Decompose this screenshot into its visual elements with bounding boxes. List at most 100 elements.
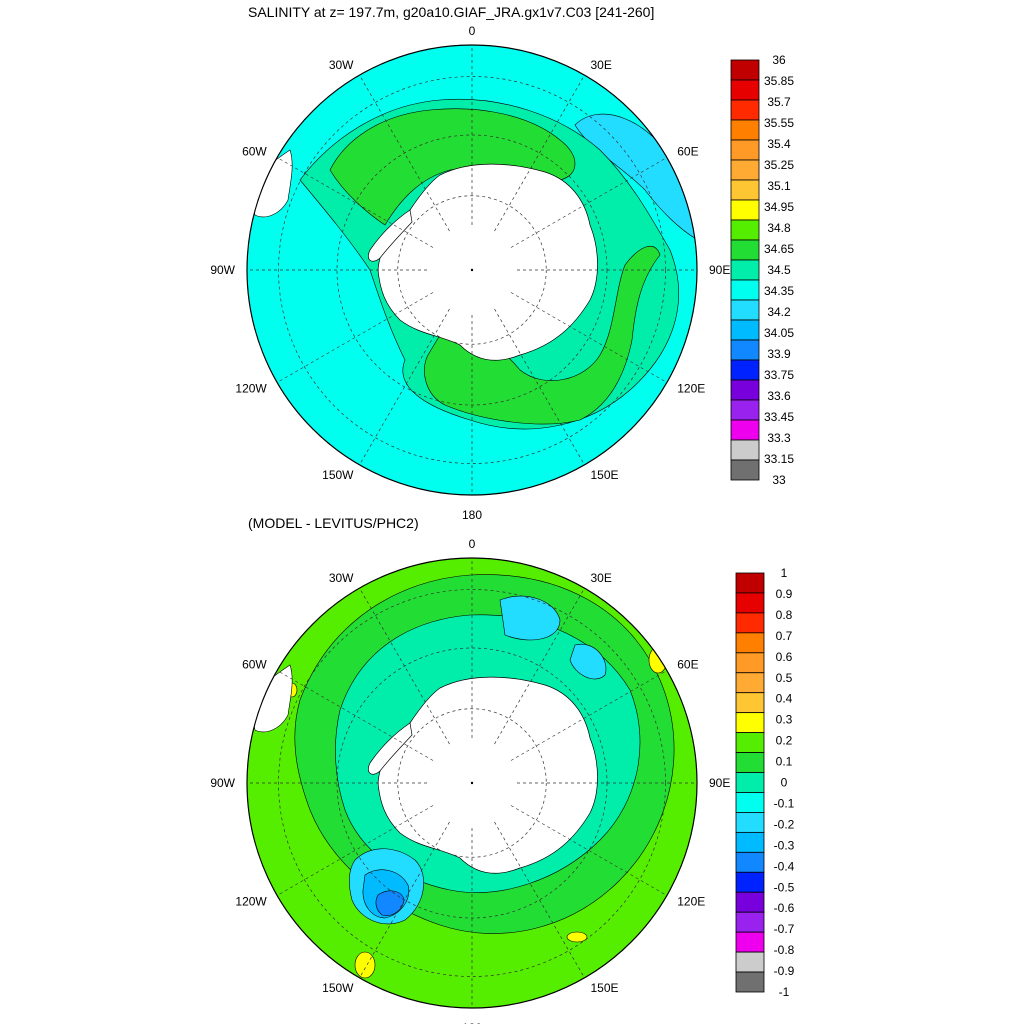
difference-map (247, 558, 697, 1008)
colorbar-tick-label: 0.8 (776, 608, 793, 622)
longitude-label: 0 (469, 24, 476, 38)
longitude-label: 90W (210, 776, 235, 790)
colorbar-tick-label: 33 (772, 473, 786, 487)
difference-ross-anomaly-core (375, 890, 405, 916)
latitude-circle (278, 589, 666, 977)
longitude-label: 150W (322, 981, 354, 995)
colorbar-swatch (730, 99, 760, 121)
longitude-label: 120E (677, 895, 705, 909)
salinity-longitude-labels: 0 30E 60E 90E 120E 150E 180 150W 120W 90W 60W 30W (210, 24, 730, 522)
difference-graticule (247, 558, 697, 1008)
meridian-line (510, 292, 668, 383)
colorbar-swatch (735, 692, 765, 714)
longitude-label: 150E (591, 468, 619, 482)
colorbar-tick-label: 0 (781, 776, 788, 790)
colorbar-swatch (730, 459, 760, 481)
difference-peninsula-land (367, 722, 413, 775)
latitude-circle (397, 195, 547, 345)
colorbar-swatch (735, 891, 765, 913)
longitude-label: 30W (329, 571, 354, 585)
longitude-label: 90E (709, 776, 730, 790)
colorbar-tick-label: 33.15 (764, 452, 794, 466)
colorbar-swatch (735, 612, 765, 634)
panel-difference: (MODEL - LEVITUS/PHC2) (210, 515, 794, 1024)
colorbar-tick-label: -0.3 (774, 838, 795, 852)
longitude-label: 0 (469, 537, 476, 551)
meridian-line (494, 587, 585, 745)
colorbar-swatch (730, 159, 760, 181)
colorbar-tick-label: 35.25 (764, 158, 794, 172)
colorbar-tick-label: 0.9 (776, 587, 793, 601)
meridian-line (494, 821, 585, 979)
colorbar-swatch (730, 319, 760, 341)
colorbar-swatch (730, 199, 760, 221)
colorbar-swatch (730, 139, 760, 161)
longitude-label: 60W (242, 658, 267, 672)
colorbar-tick-label: 0.6 (776, 650, 793, 664)
colorbar-swatch (730, 59, 760, 81)
colorbar-swatch (730, 379, 760, 401)
colorbar-swatch (730, 179, 760, 201)
colorbar-tick-label: -0.6 (774, 901, 795, 915)
longitude-label: 30E (591, 571, 612, 585)
longitude-label: 150W (322, 468, 354, 482)
colorbar-tick-label: 35.85 (764, 74, 794, 88)
colorbar-swatch (735, 632, 765, 654)
colorbar-tick-label: 34.5 (767, 263, 791, 277)
colorbar-swatch (735, 572, 765, 594)
colorbar-tick-label: 34.05 (764, 326, 794, 340)
colorbar-swatch (730, 79, 760, 101)
difference-map-border (246, 557, 698, 1009)
salinity-indian-low-region (574, 113, 697, 241)
south-pole-marker (470, 781, 474, 785)
meridian-line (494, 308, 585, 466)
meridian-line (494, 74, 585, 232)
meridian-line (276, 157, 434, 248)
colorbar-swatch (730, 399, 760, 421)
colorbar-swatch (730, 299, 760, 321)
colorbar-tick-label: 0.3 (776, 713, 793, 727)
difference-colorbar: 1 0.9 0.8 0.7 0.6 0.5 0.4 0.3 0.2 0.1 0 -0.1 -0.2 -0.… (735, 566, 795, 999)
colorbar-swatch (730, 359, 760, 381)
difference-longitude-labels: 0 30E 60E 90E 120E 150E 180 150W 120W 90W 60W 30W (210, 537, 730, 1024)
meridian-line (510, 157, 668, 248)
colorbar-tick-label: 33.75 (764, 368, 794, 382)
latitude-circle (278, 76, 666, 464)
longitude-label: 90W (210, 263, 235, 277)
meridian-line (359, 587, 450, 745)
colorbar-swatch (735, 672, 765, 694)
longitude-label: 180 (462, 1021, 482, 1024)
colorbar-tick-label: 35.55 (764, 116, 794, 130)
meridian-line (276, 805, 434, 896)
meridian-line (276, 292, 434, 383)
colorbar-tick-label: 34.95 (764, 200, 794, 214)
colorbar-tick-label: -0.5 (774, 880, 795, 894)
colorbar-swatch (735, 971, 765, 993)
colorbar-swatch (735, 752, 765, 773)
colorbar-swatch (730, 439, 760, 461)
meridian-line (359, 74, 450, 232)
salinity-weddell-gyre (329, 108, 576, 226)
colorbar-tick-label: 34.35 (764, 284, 794, 298)
meridian-line (276, 670, 434, 761)
salinity-graticule (247, 45, 697, 495)
colorbar-tick-label: -0.4 (774, 859, 795, 873)
colorbar-tick-label: 0.2 (776, 734, 793, 748)
meridian-line (359, 308, 450, 466)
colorbar-tick-label: -1 (779, 985, 790, 999)
south-pole-marker (470, 268, 474, 272)
meridian-line (359, 821, 450, 979)
colorbar-swatch (735, 812, 765, 833)
colorbar-tick-label: 0.7 (776, 629, 793, 643)
meridian-line (510, 805, 668, 896)
salinity-map-border (246, 44, 698, 496)
colorbar-swatch (735, 831, 765, 853)
colorbar-tick-label: -0.9 (774, 964, 795, 978)
colorbar-swatch (730, 119, 760, 141)
colorbar-tick-label: 35.4 (767, 137, 791, 151)
difference-southatlantic-patch (499, 595, 561, 641)
colorbar-tick-label: 1 (781, 566, 788, 580)
longitude-label: 150E (591, 981, 619, 995)
salinity-map (247, 45, 697, 495)
colorbar-tick-label: 33.6 (767, 389, 791, 403)
